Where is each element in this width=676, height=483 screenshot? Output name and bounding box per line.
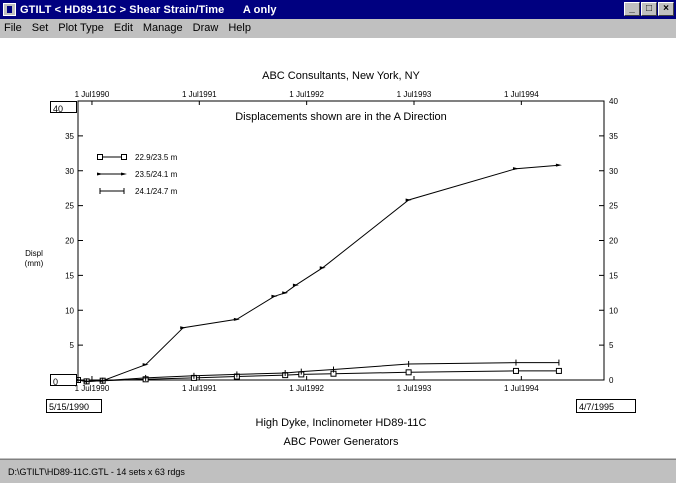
plot-area: ABC Consultants, New York, NY Displacemen… (0, 38, 676, 458)
legend-marker-1 (121, 154, 127, 160)
series-1-point (405, 369, 412, 376)
footer-title: High Dyke, Inclinometer HD89-11C (256, 417, 427, 429)
legend-marker-1 (97, 154, 103, 160)
series-2-point (405, 198, 412, 202)
menu-file[interactable]: File (4, 22, 22, 34)
x-tick-label-top: 1 Jul1992 (289, 90, 324, 99)
legend-marker-2 (97, 172, 103, 176)
series-1-point (555, 367, 562, 374)
y-tick-label-right: 5 (609, 341, 614, 350)
series-2-point (282, 291, 289, 295)
y-tick-label-right: 0 (609, 376, 614, 385)
menu-edit[interactable]: Edit (113, 22, 133, 34)
menu-help[interactable]: Help (228, 22, 251, 34)
plot-frame (77, 100, 605, 381)
y-tick-label-left: 5 (70, 341, 75, 350)
x-tick-label-bottom: 1 Jul1991 (182, 384, 217, 393)
series-2-point (142, 363, 149, 367)
y-tick-label-left: 35 (65, 132, 74, 141)
y-tick-label-right: 35 (609, 132, 618, 141)
series-2-point (512, 167, 519, 171)
y-tick-label-right: 40 (609, 97, 618, 106)
x-tick-label-top: 1 Jul1994 (504, 90, 539, 99)
minimize-button[interactable]: _ (624, 2, 640, 16)
status-bar: D:\GTILT\HD89-11C.GTL - 14 sets x 63 rdg… (0, 459, 676, 483)
x-start-date-field[interactable]: 5/15/1990 (46, 399, 102, 413)
x-tick-label-bottom: 1 Jul1993 (397, 384, 432, 393)
menu-plot-type[interactable]: Plot Type (58, 22, 104, 34)
status-text: D:\GTILT\HD89-11C.GTL - 14 sets x 63 rdg… (8, 466, 185, 477)
x-tick-label-top: 1 Jul1990 (75, 90, 110, 99)
y-tick-label-left: 20 (65, 237, 74, 246)
y-tick-label-left: 30 (65, 167, 74, 176)
close-button[interactable]: × (658, 2, 674, 16)
y-min-field[interactable]: 0 (50, 374, 77, 387)
legend-label-1: 22.9/23.5 m (135, 153, 178, 162)
title-bar: GTILT < HD89-11C > Shear Strain/Time A o… (0, 0, 676, 19)
displacement-chart: ABC Consultants, New York, NY Displacemen… (25, 70, 619, 448)
y-tick-label-right: 10 (609, 306, 618, 315)
menu-bar: File Set Plot Type Edit Manage Draw Help (0, 19, 676, 37)
x-tick-label-top: 1 Jul1993 (397, 90, 432, 99)
y-tick-label-right: 30 (609, 167, 618, 176)
x-tick-label-top: 1 Jul1991 (182, 90, 217, 99)
series-line-2 (77, 164, 559, 382)
menu-draw[interactable]: Draw (192, 22, 219, 34)
legend-label-3: 24.1/24.7 m (135, 187, 178, 196)
series-2-point (292, 283, 299, 287)
x-tick-label-bottom: 1 Jul1990 (75, 384, 110, 393)
series-2-point (555, 163, 562, 167)
y-tick-label-left: 15 (65, 271, 74, 280)
app-icon (3, 3, 16, 16)
chart-subtitle: Displacements shown are in the A Directi… (235, 111, 447, 123)
series-line-3 (77, 362, 559, 382)
y-axis-label: Displ (mm) (25, 249, 44, 268)
y-tick-label-right: 15 (609, 271, 618, 280)
y-tick-label-left: 25 (65, 202, 74, 211)
legend-label-2: 23.5/24.1 m (135, 170, 178, 179)
series-2-point (319, 266, 326, 270)
series-2-point (271, 294, 278, 298)
maximize-button[interactable]: □ (641, 2, 657, 16)
x-tick-label-bottom: 1 Jul1994 (504, 384, 539, 393)
series-1-point (512, 367, 519, 374)
legend-marker-2 (121, 172, 127, 176)
x-tick-label-bottom: 1 Jul1992 (289, 384, 324, 393)
menu-set[interactable]: Set (31, 22, 49, 34)
y-tick-label-right: 20 (609, 237, 618, 246)
window-title: GTILT < HD89-11C > Shear Strain/Time A o… (20, 3, 277, 16)
menu-manage[interactable]: Manage (142, 22, 183, 34)
series-2-point (180, 326, 187, 330)
y-max-field[interactable]: 40 (50, 101, 77, 114)
y-tick-label-left: 10 (65, 306, 74, 315)
window-controls: _ □ × (624, 2, 674, 16)
y-tick-label-right: 25 (609, 202, 618, 211)
series-2-point (233, 317, 240, 321)
footer-subtitle: ABC Power Generators (284, 436, 399, 448)
x-end-date-field[interactable]: 4/7/1995 (576, 399, 636, 413)
chart-title: ABC Consultants, New York, NY (262, 70, 420, 82)
